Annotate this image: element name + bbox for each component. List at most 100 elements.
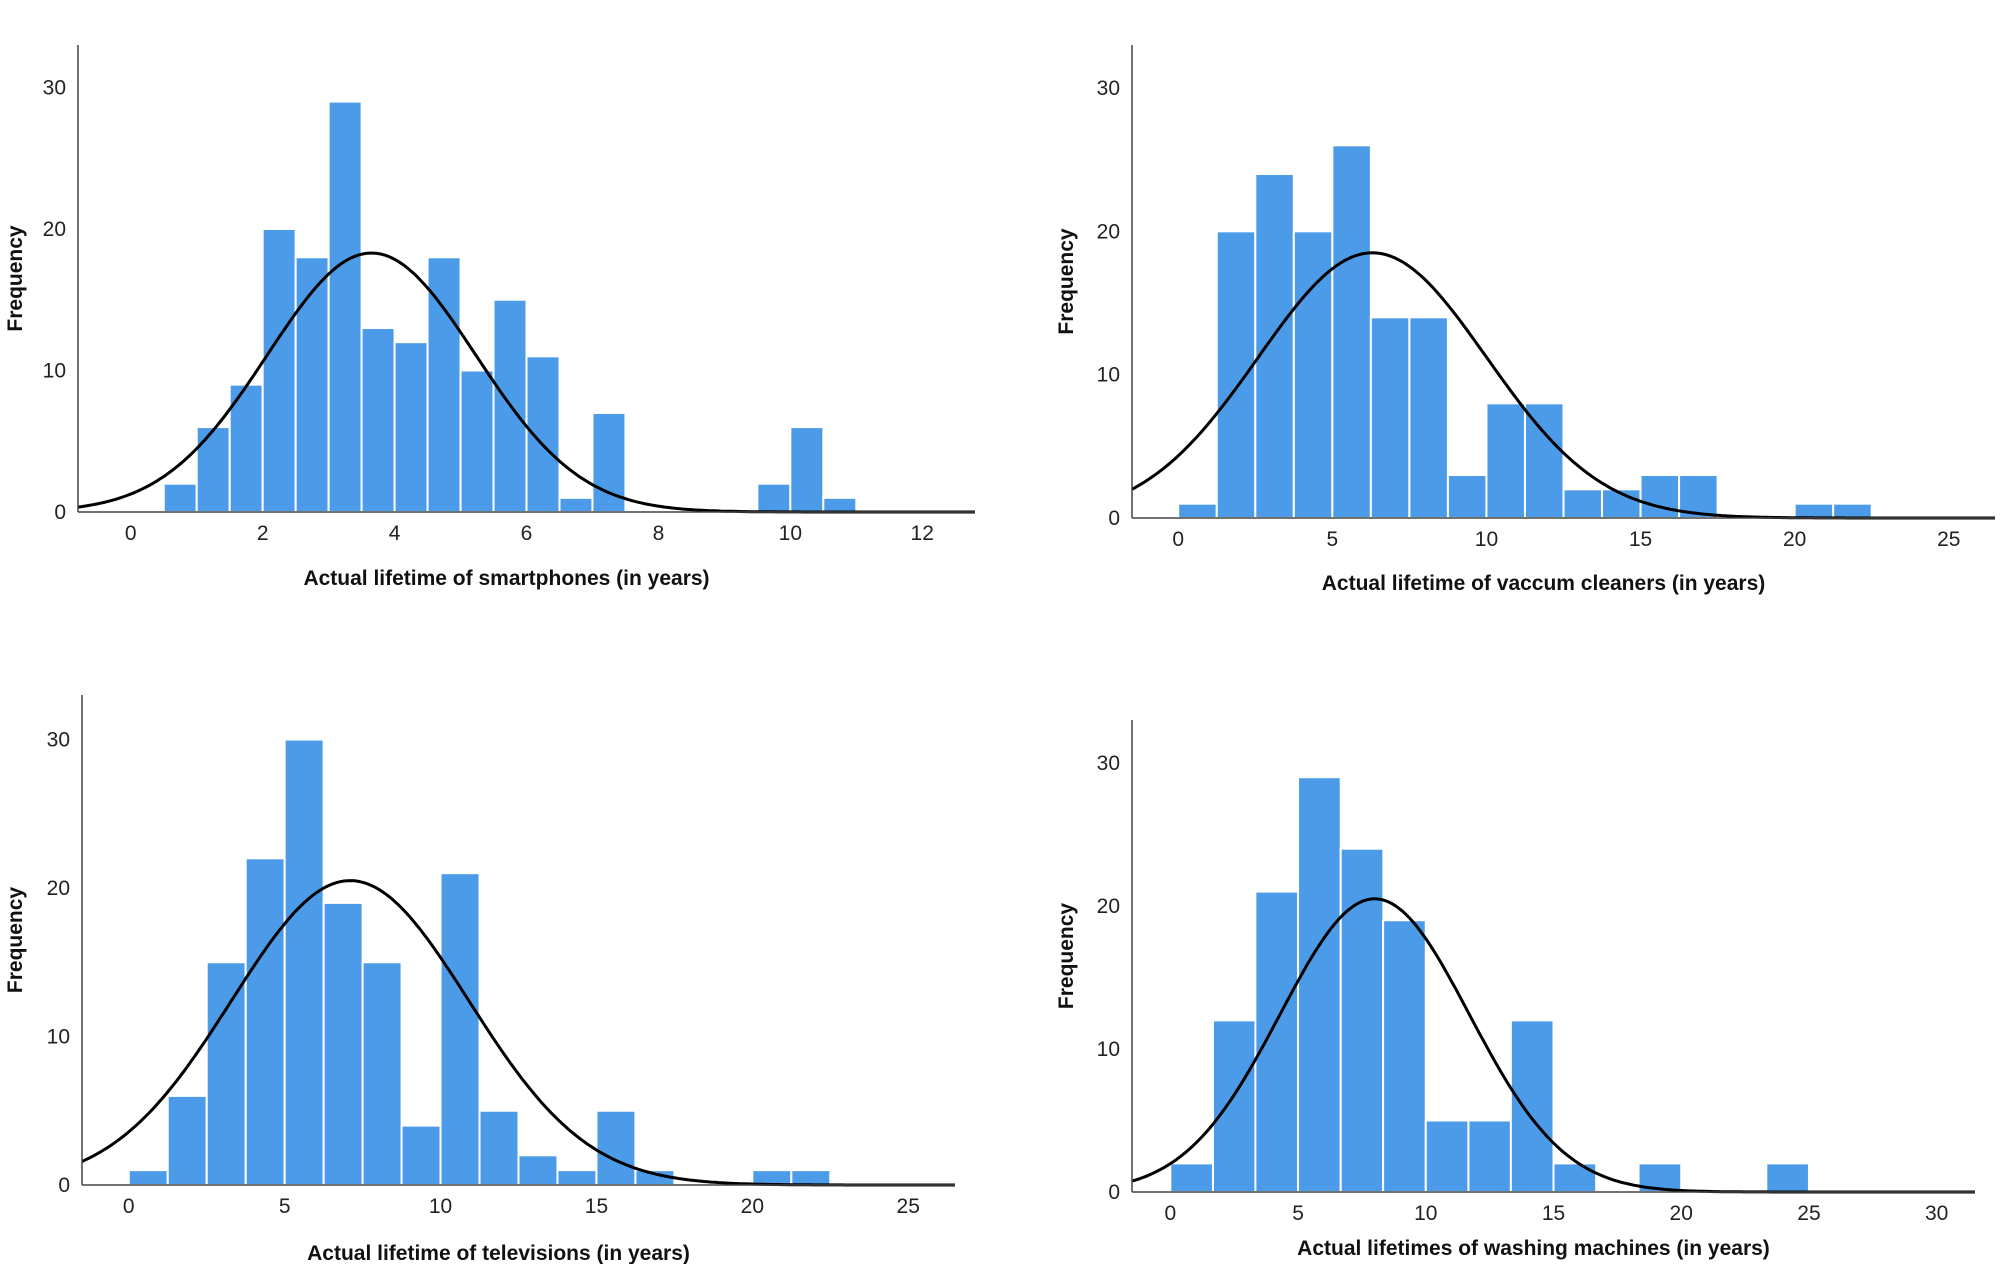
histogram-bar [1177,502,1218,519]
x-tick-label: 25 [1797,1202,1820,1225]
x-tick-label: 15 [1542,1202,1565,1225]
y-tick-label: 20 [1097,895,1120,918]
x-tick-label: 10 [429,1195,452,1218]
histogram-bar [228,383,264,513]
histogram-bar [1382,919,1427,1193]
x-axis-title: Actual lifetime of televisions (in years… [307,1242,690,1264]
histogram-bar [1297,776,1342,1193]
histogram-bar [1424,1119,1470,1194]
histogram-bar [1832,502,1873,519]
histogram-bar [1254,890,1300,1194]
histogram-bar [1793,502,1835,519]
y-tick-label: 20 [1097,220,1120,243]
y-tick-label: 0 [58,1174,70,1197]
chart-washing-machines: 0 5 10 15 20 25 30 0 10 20 30 Actual lifetimes of w… [1055,720,1975,1260]
histogram-bar [1552,1162,1598,1193]
x-tick-label: 25 [1937,528,1960,551]
x-tick-label: 15 [585,1195,608,1218]
y-tick-label: 20 [43,218,66,241]
chart-televisions: 0 5 10 15 20 25 0 10 20 30 Actual lifetime of tele… [4,695,955,1264]
y-tick-label: 10 [1097,1038,1120,1061]
x-tick-label: 4 [389,522,401,545]
chart-smartphones: 0 2 4 6 8 10 12 0 10 20 30 Actual lifetime of smart… [4,45,975,590]
histogram-bar [244,857,286,1186]
y-tick-label: 30 [1097,77,1120,100]
y-tick-label: 10 [43,359,66,382]
histogram-bar [1467,1119,1513,1194]
y-tick-label: 30 [47,729,70,752]
y-axis-title: Frequency [1055,903,1078,1010]
histogram-bar [1523,402,1565,520]
x-tick-label: 30 [1925,1202,1948,1225]
x-axis-title: Actual lifetime of smartphones (in years… [303,567,709,590]
histogram-bar [478,1109,520,1186]
x-tick-label: 20 [1670,1202,1693,1225]
x-axis-title: Actual lifetime of vaccum cleaners (in y… [1322,572,1766,595]
histogram-bar [361,961,403,1187]
y-tick-label: 0 [54,501,66,524]
histogram-bar [127,1169,169,1186]
histogram-bar [322,901,364,1186]
histogram-bar [1254,173,1295,519]
x-tick-label: 5 [1326,528,1338,551]
x-tick-label: 25 [897,1195,920,1218]
chart-vacuum-cleaners: 0 5 10 15 20 25 0 10 20 30 Actual lifetime of vacc… [1055,45,1995,595]
histogram-bar [1369,316,1411,520]
x-tick-label: 0 [1172,528,1184,551]
histogram-bar [166,1094,208,1186]
histogram-bar [195,426,231,513]
histogram-bar [1485,402,1526,520]
x-tick-label: 20 [741,1195,764,1218]
x-tick-label: 10 [779,522,802,545]
histogram-bar [1211,1019,1257,1194]
histogram-bar [1339,847,1385,1194]
histogram-bar [1331,144,1372,519]
histogram-bar [756,482,792,513]
y-tick-label: 0 [1108,507,1120,530]
histogram-bar [294,256,330,514]
y-tick-label: 10 [1097,364,1120,387]
x-tick-label: 5 [1292,1202,1304,1225]
x-tick-label: 10 [1475,528,1498,551]
histogram-bar [789,426,825,513]
histogram-bar [1215,230,1257,519]
x-axis-title: Actual lifetimes of washing machines (in… [1297,1237,1770,1260]
histogram-bar [360,327,396,513]
histogram-bar [1765,1162,1810,1193]
x-tick-label: 8 [653,522,665,545]
x-tick-label: 5 [279,1195,291,1218]
y-tick-label: 30 [43,76,66,99]
y-tick-label: 20 [47,877,70,900]
y-axis-title: Frequency [1055,228,1078,335]
x-tick-label: 2 [257,522,269,545]
histogram-bar [393,341,429,513]
histogram-bar [1169,1162,1214,1193]
histogram-bar [1639,474,1681,519]
histogram-bar [556,1169,598,1186]
histogram-bar [327,100,363,514]
x-tick-label: 0 [1164,1202,1176,1225]
x-tick-label: 0 [125,522,137,545]
y-tick-label: 10 [47,1026,70,1049]
histogram-bar [439,872,481,1186]
x-tick-label: 20 [1783,528,1806,551]
histogram-bar [261,227,297,513]
x-tick-label: 0 [123,1195,135,1218]
histogram-bar [1446,474,1488,519]
histogram-bar [400,1124,442,1186]
histogram-bar [822,496,858,513]
histogram-bar [558,496,594,513]
histogram-bar [790,1169,832,1186]
y-axis-title: Frequency [4,225,27,332]
histogram-bar [517,1154,559,1187]
x-tick-label: 12 [911,522,934,545]
histogram-bar [1678,474,1719,519]
histogram-bar [1562,488,1604,520]
histogram-bar [283,738,325,1187]
histogram-bar [595,1109,637,1186]
histogram-bar [205,961,247,1187]
histogram-bar [162,482,198,513]
x-tick-label: 15 [1629,528,1652,551]
x-tick-label: 6 [521,522,533,545]
y-tick-label: 30 [1097,752,1120,775]
